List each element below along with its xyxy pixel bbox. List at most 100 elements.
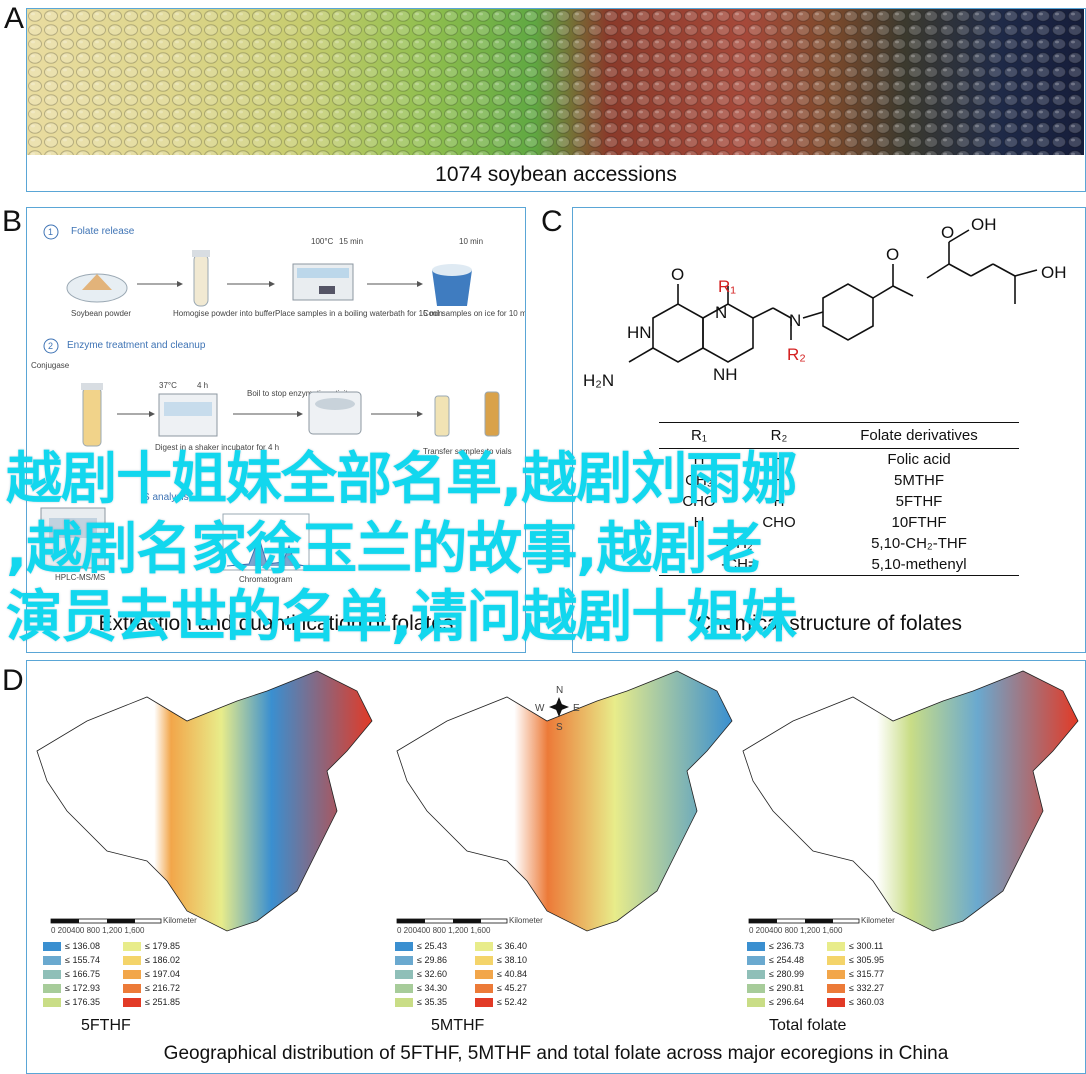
legend-swatch (475, 942, 493, 952)
legend-label: ≤ 32.60 (417, 969, 447, 979)
legend-item: ≤ 315.77 (827, 969, 907, 983)
step1-time1: 15 min (339, 237, 363, 246)
legend-swatch (123, 998, 141, 1008)
legend-5mthf: ≤ 25.43 ≤ 29.86 ≤ 32.60 ≤ 34.30 ≤ 35.35 ≤ 36.… (395, 941, 555, 1011)
step1-label-4: Cool samples on ice for 10 min (423, 309, 525, 318)
table-header-r1: R₁ (691, 427, 707, 444)
legend-label: ≤ 290.81 (769, 983, 804, 993)
step3-label-left: HPLC-MS/MS (55, 573, 105, 582)
step2-number: 2 (48, 341, 53, 351)
step3-title: S analysis (143, 492, 189, 503)
legend-label: ≤ 35.35 (417, 997, 447, 1007)
legend-item: ≤ 172.93 (43, 983, 123, 997)
legend-swatch (395, 998, 413, 1008)
step2-label-1: Conjugase (31, 361, 70, 370)
panel-a-letter: A (4, 2, 25, 35)
legend-swatch (475, 984, 493, 994)
vials-icon (434, 391, 500, 437)
legend-item: ≤ 32.60 (395, 969, 475, 983)
table-row: -CH₂- 5,10-CH₂-THF (720, 535, 967, 552)
soybean-photo (27, 9, 1084, 155)
legend-item: ≤ 136.08 (43, 941, 123, 955)
china-maps: N S E W 0 200400 800 1,200 1,600 Kilomet… (36, 670, 1079, 935)
ice-bucket-icon (432, 264, 472, 306)
legend-label: ≤ 45.27 (497, 983, 527, 993)
panel-a-caption: 1074 soybean accessions (435, 163, 677, 186)
atom-o-1: O (671, 265, 684, 284)
legend-item: ≤ 29.86 (395, 955, 475, 969)
legend-label: ≤ 216.72 (145, 983, 180, 993)
svg-text:0 200400 800 1,200 1,600: 0 200400 800 1,200 1,600 (51, 926, 145, 935)
legend-item: ≤ 236.73 (747, 941, 827, 955)
step2-temp: 37°C (159, 381, 177, 390)
legend-label: ≤ 176.35 (65, 997, 100, 1007)
overlay-text-line-1: 越剧十姐妹全部名单,越剧刘雨娜 (6, 447, 797, 512)
step1-title: Folate release (71, 226, 135, 237)
panel-d-frame: N S E W 0 200400 800 1,200 1,600 Kilomet… (26, 660, 1086, 1074)
compass-w: W (535, 703, 545, 714)
panel-c-letter: C (541, 205, 563, 238)
legend-label: ≤ 315.77 (849, 969, 884, 979)
legend-item: ≤ 52.42 (475, 997, 555, 1011)
legend-label: ≤ 186.02 (145, 955, 180, 965)
step1-number: 1 (48, 227, 53, 237)
legend-item: ≤ 216.72 (123, 983, 203, 997)
step1-time2: 10 min (459, 237, 483, 246)
legend-swatch (123, 942, 141, 952)
scale-bar-3: 0 200400 800 1,200 1,600 Kilometer (748, 916, 895, 935)
legend-label: ≤ 166.75 (65, 969, 100, 979)
legend-item: ≤ 305.95 (827, 955, 907, 969)
legend-label: ≤ 254.48 (769, 955, 804, 965)
atom-n-bridge: N (789, 311, 801, 330)
legend-item: ≤ 251.85 (123, 997, 203, 1011)
overlay-text-line-3: 演员去世的名单,请问越剧十姐妹 (6, 585, 797, 650)
legend-label: ≤ 40.84 (497, 969, 527, 979)
map-5fthf (36, 670, 373, 932)
panel-c-caption: Chemical structure of folates (695, 612, 963, 635)
atom-nh: NH (713, 365, 738, 384)
atom-n: N (715, 303, 727, 322)
step2-title: Enzyme treatment and cleanup (67, 340, 206, 351)
legend-swatch (395, 942, 413, 952)
step1-label-1: Soybean powder (71, 309, 131, 318)
panel-d-caption: Geographical distribution of 5FTHF, 5MTH… (163, 1043, 949, 1064)
table-header-derivatives: Folate derivatives (860, 427, 978, 444)
atom-o-3: O (941, 223, 954, 242)
legend-label: ≤ 52.42 (497, 997, 527, 1007)
panel-b-letter: B (2, 205, 23, 238)
legend-label: ≤ 34.30 (417, 983, 447, 993)
step1-temp: 100°C (311, 237, 334, 246)
svg-text:Kilometer: Kilometer (861, 916, 895, 925)
legend-item: ≤ 300.11 (827, 941, 907, 955)
table-row: -CH= 5,10-methenyl (659, 554, 1019, 576)
legend-swatch (43, 970, 61, 980)
legend-label: ≤ 236.73 (769, 941, 804, 951)
scale-bar-1: 0 200400 800 1,200 1,600 Kilometer (50, 916, 197, 935)
folate-structure-diagram: O R₁ N HN H₂N NH N R₂ O O OH OH (583, 215, 1067, 390)
atom-oh-2: OH (1041, 263, 1067, 282)
compass-e: E (573, 703, 580, 714)
chromatogram-icon (222, 513, 310, 571)
legend-swatch (827, 984, 845, 994)
legend-item: ≤ 280.99 (747, 969, 827, 983)
legend-swatch (747, 998, 765, 1008)
centrifuge-icon (308, 391, 362, 435)
legend-swatch (747, 984, 765, 994)
legend-swatch (123, 984, 141, 994)
legend-label: ≤ 29.86 (417, 955, 447, 965)
legend-item: ≤ 45.27 (475, 983, 555, 997)
svg-text:0 200400 800 1,200 1,600: 0 200400 800 1,200 1,600 (749, 926, 843, 935)
table-row: H H Folic acid (693, 451, 951, 468)
legend-item: ≤ 254.48 (747, 955, 827, 969)
legend-item: ≤ 176.35 (43, 997, 123, 1011)
legend-swatch (395, 956, 413, 966)
legend-label: ≤ 305.95 (849, 955, 884, 965)
legend-swatch (475, 970, 493, 980)
legend-swatch (747, 942, 765, 952)
legend-label: ≤ 155.74 (65, 955, 100, 965)
legend-label: ≤ 172.93 (65, 983, 100, 993)
legend-item: ≤ 186.02 (123, 955, 203, 969)
legend-swatch (43, 984, 61, 994)
hplc-instrument-icon (40, 507, 106, 569)
legend-label: ≤ 38.10 (497, 955, 527, 965)
